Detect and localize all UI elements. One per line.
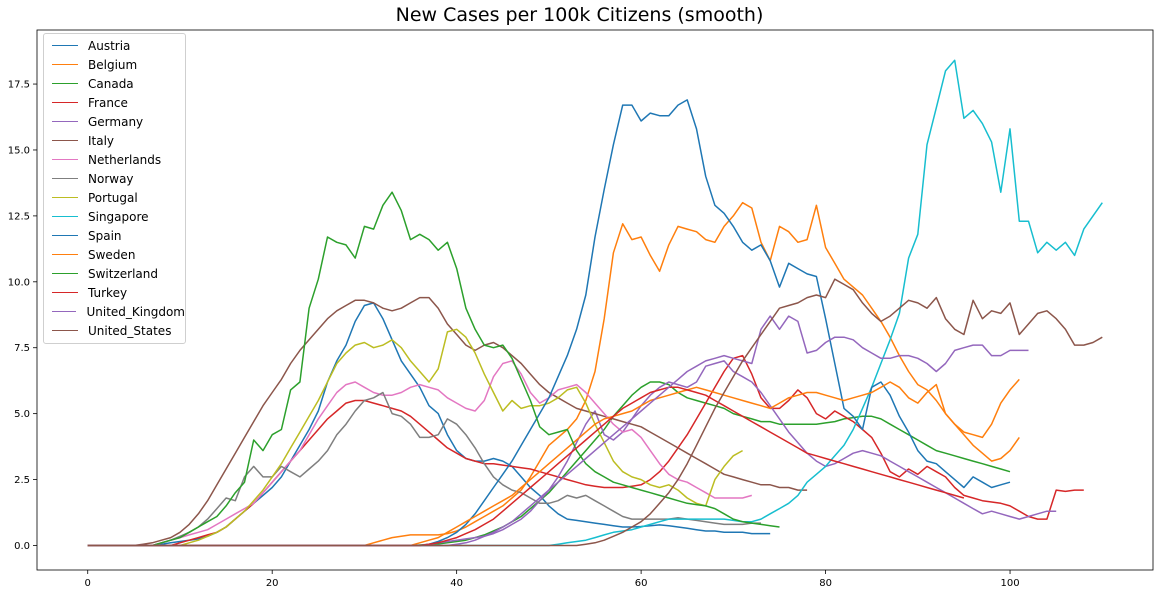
x-axis: 0 20 40 60 80 100 [85, 570, 1020, 589]
legend-entry-portugal: Portugal [44, 188, 185, 207]
legend-entry-france: France [44, 93, 185, 112]
legend-entry-canada: Canada [44, 74, 185, 93]
legend-swatch [52, 102, 78, 103]
legend-swatch [52, 121, 78, 122]
y-tick-label: 5.0 [14, 409, 30, 420]
legend-label: Norway [88, 171, 134, 186]
x-tick-label: 100 [1000, 578, 1019, 589]
axes-frame [36, 29, 1154, 571]
legend-swatch [52, 197, 78, 198]
series-line-netherlands [87, 360, 753, 547]
series-line-spain [87, 99, 1011, 547]
y-tick-label: 0.0 [14, 541, 30, 552]
legend-label: Italy [88, 133, 115, 148]
legend-entry-germany: Germany [44, 112, 185, 131]
legend-entry-austria: Austria [44, 36, 185, 55]
y-tick-label: 15.0 [8, 145, 30, 156]
legend-label: United_States [88, 323, 172, 338]
y-tick-label: 17.5 [8, 80, 30, 91]
legend-entry-spain: Spain [44, 226, 185, 245]
legend-entry-italy: Italy [44, 131, 185, 150]
series-line-italy [87, 296, 808, 547]
x-tick-label: 0 [85, 578, 91, 589]
series-line-sweden [87, 381, 1020, 547]
legend-swatch [52, 216, 78, 217]
series-line-turkey [87, 386, 965, 547]
legend-swatch [52, 178, 78, 179]
legend-label: Austria [88, 38, 131, 53]
legend-label: Singapore [88, 209, 149, 224]
legend-entry-united-states: United_States [44, 321, 185, 340]
legend-entry-switzerland: Switzerland [44, 264, 185, 283]
series-line-switzerland [87, 191, 780, 547]
chart-title: New Cases per 100k Citizens (smooth) [395, 4, 764, 26]
series-line-austria [87, 302, 771, 547]
legend-label: Switzerland [88, 266, 158, 281]
legend-swatch [52, 311, 77, 312]
legend-label: Spain [88, 228, 122, 243]
legend-swatch [52, 235, 78, 236]
legend-swatch [52, 45, 78, 46]
legend: Austria Belgium Canada France Germany Italy Ne… [43, 33, 186, 344]
series-line-portugal [87, 328, 743, 547]
y-tick-label: 7.5 [14, 343, 30, 354]
legend-swatch [52, 159, 78, 160]
legend-entry-norway: Norway [44, 169, 185, 188]
series-line-norway [87, 391, 761, 547]
series-layer [87, 59, 1103, 547]
series-line-united-states [87, 278, 1103, 547]
legend-label: Canada [88, 76, 134, 91]
series-line-singapore [87, 59, 1103, 547]
legend-swatch [52, 330, 78, 331]
legend-label: Netherlands [88, 152, 162, 167]
x-tick-label: 40 [450, 578, 463, 589]
legend-swatch [52, 292, 78, 293]
y-axis: 0.0 2.5 5.0 7.5 10.0 12.5 15.0 17.5 [8, 80, 37, 552]
series-line-united-kingdom [87, 315, 1029, 547]
legend-label: Portugal [88, 190, 138, 205]
legend-swatch [52, 140, 78, 141]
legend-entry-turkey: Turkey [44, 283, 185, 302]
x-tick-label: 60 [635, 578, 648, 589]
legend-label: Sweden [88, 247, 136, 262]
legend-entry-united-kingdom: United_Kingdom [44, 302, 185, 321]
legend-swatch [52, 254, 78, 255]
legend-entry-belgium: Belgium [44, 55, 185, 74]
legend-entry-netherlands: Netherlands [44, 150, 185, 169]
x-tick-label: 20 [266, 578, 279, 589]
legend-label: Turkey [88, 285, 128, 300]
y-tick-label: 12.5 [8, 211, 30, 222]
legend-swatch [52, 273, 78, 274]
series-line-belgium [87, 201, 1020, 547]
legend-swatch [52, 83, 78, 84]
legend-label: Germany [88, 114, 144, 129]
legend-entry-sweden: Sweden [44, 245, 185, 264]
y-tick-label: 10.0 [8, 277, 30, 288]
legend-label: France [88, 95, 128, 110]
legend-label: Belgium [88, 57, 138, 72]
legend-label: United_Kingdom [86, 304, 185, 319]
legend-swatch [52, 64, 78, 65]
y-tick-label: 2.5 [14, 475, 30, 486]
legend-entry-singapore: Singapore [44, 207, 185, 226]
x-tick-label: 80 [819, 578, 832, 589]
